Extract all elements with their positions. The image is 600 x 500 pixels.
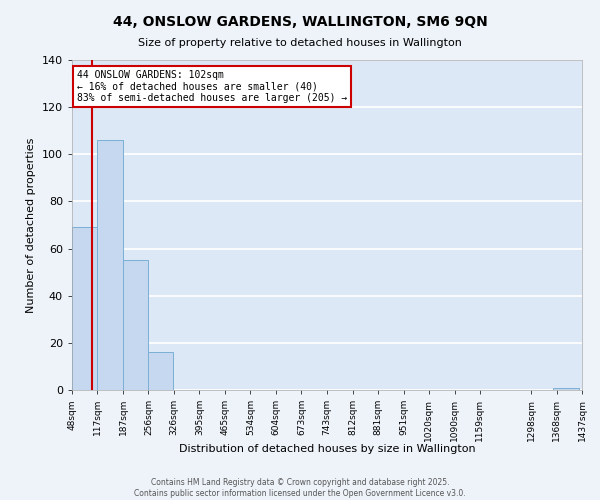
Bar [553,388,578,390]
Bar [148,352,173,390]
Text: 44, ONSLOW GARDENS, WALLINGTON, SM6 9QN: 44, ONSLOW GARDENS, WALLINGTON, SM6 9QN [113,15,487,29]
Bar [97,140,122,390]
Bar [123,260,148,390]
Text: Size of property relative to detached houses in Wallington: Size of property relative to detached ho… [138,38,462,48]
X-axis label: Distribution of detached houses by size in Wallington: Distribution of detached houses by size … [179,444,475,454]
Bar [72,228,97,390]
Y-axis label: Number of detached properties: Number of detached properties [26,138,36,312]
Text: Contains HM Land Registry data © Crown copyright and database right 2025.
Contai: Contains HM Land Registry data © Crown c… [134,478,466,498]
Text: 44 ONSLOW GARDENS: 102sqm
← 16% of detached houses are smaller (40)
83% of semi-: 44 ONSLOW GARDENS: 102sqm ← 16% of detac… [77,70,347,103]
